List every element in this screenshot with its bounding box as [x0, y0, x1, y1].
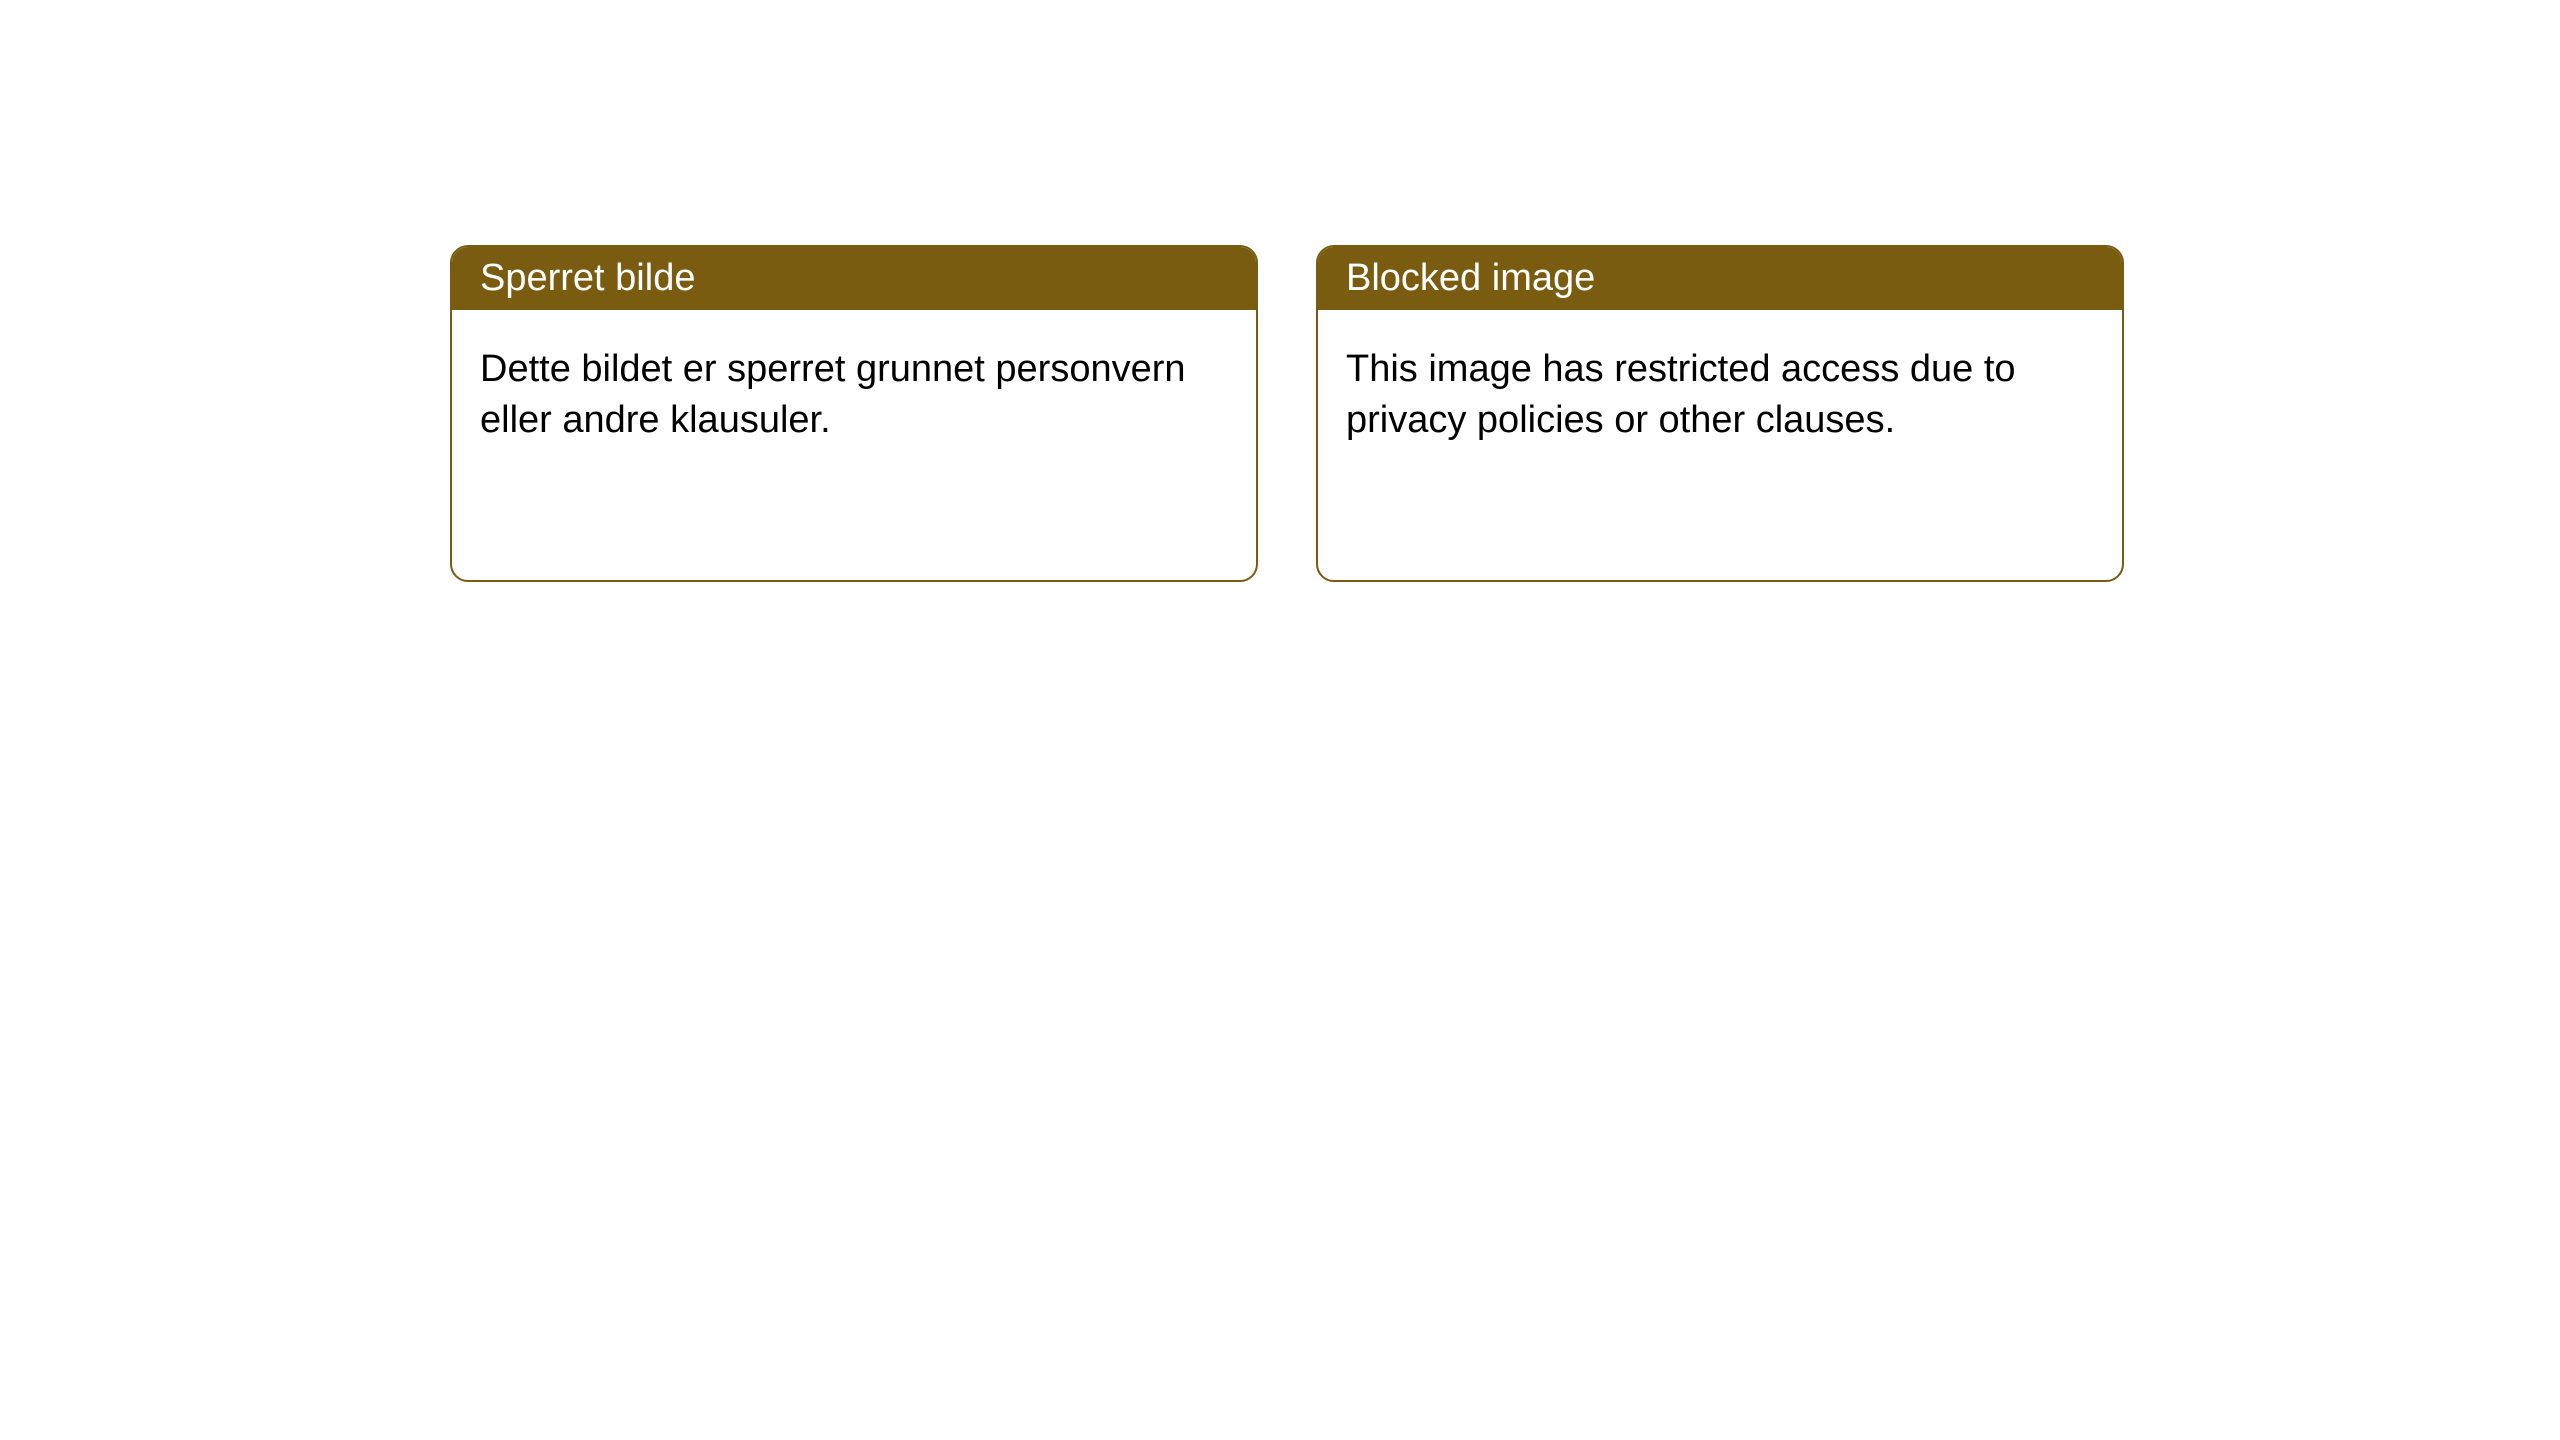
- card-header: Sperret bilde: [452, 247, 1256, 310]
- notice-container: Sperret bilde Dette bildet er sperret gr…: [0, 0, 2560, 582]
- card-message: Dette bildet er sperret grunnet personve…: [480, 348, 1186, 441]
- card-header: Blocked image: [1318, 247, 2122, 310]
- card-message: This image has restricted access due to …: [1346, 348, 2016, 441]
- notice-card-norwegian: Sperret bilde Dette bildet er sperret gr…: [450, 245, 1258, 582]
- card-title: Blocked image: [1346, 257, 1595, 299]
- card-title: Sperret bilde: [480, 257, 695, 299]
- card-body: Dette bildet er sperret grunnet personve…: [452, 310, 1256, 481]
- card-body: This image has restricted access due to …: [1318, 310, 2122, 481]
- notice-card-english: Blocked image This image has restricted …: [1316, 245, 2124, 582]
